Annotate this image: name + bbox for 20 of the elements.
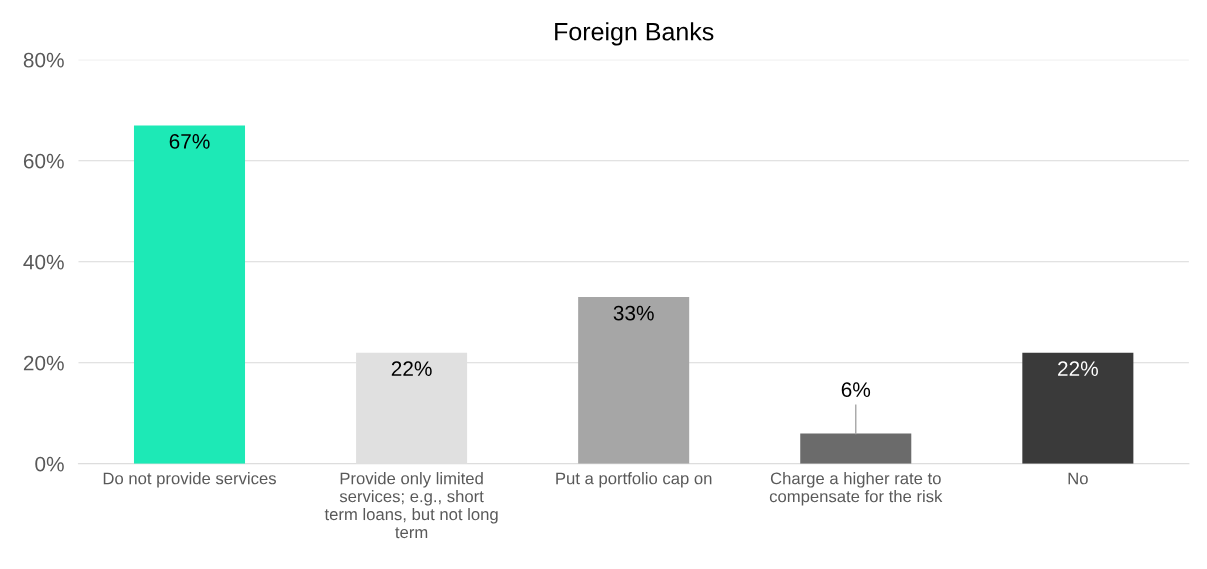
- x-tick-label: Charge a higher rate to compensate for the risk: [769, 472, 943, 506]
- x-tick-label: Do not provide services: [103, 472, 276, 488]
- y-tick-label: 20%: [23, 355, 64, 371]
- chart-title: Foreign Banks: [555, 22, 714, 46]
- data-label: 6%: [841, 382, 871, 397]
- x-tick-label: Put a portfolio cap on: [556, 472, 712, 488]
- data-label: 22%: [1058, 361, 1098, 376]
- y-tick-label: 40%: [23, 254, 64, 270]
- data-label: 33%: [613, 305, 654, 321]
- y-tick-label: 80%: [23, 52, 64, 68]
- y-tick-label: 0%: [35, 456, 64, 472]
- x-tick-label: No: [1068, 472, 1088, 485]
- y-tick-label: 60%: [23, 153, 64, 169]
- bar: [578, 297, 690, 464]
- bar: [800, 433, 912, 464]
- x-tick-label: Provide only limited services; e.g., short term loans, but not long term: [324, 472, 498, 539]
- data-label: 22%: [391, 361, 432, 376]
- data-label: 67%: [169, 134, 210, 149]
- bar: [133, 125, 246, 464]
- bar: [1022, 352, 1134, 464]
